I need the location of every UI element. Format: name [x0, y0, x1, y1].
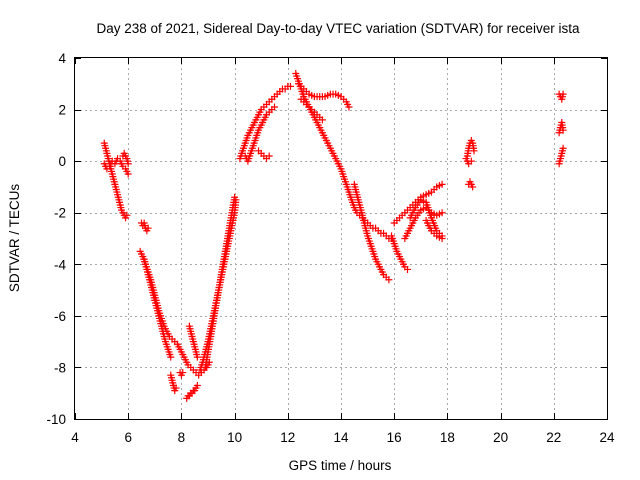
x-axis-label: GPS time / hours: [289, 458, 392, 473]
plot-frame: [74, 57, 608, 420]
data-point: [438, 180, 446, 188]
y-tick-label: -8: [54, 360, 66, 375]
satellite-track-18: [297, 95, 326, 124]
y-tick-label: -10: [46, 412, 66, 427]
x-tick-label: 4: [71, 430, 79, 445]
x-tick-label: 18: [440, 430, 455, 445]
data-point: [345, 103, 353, 111]
x-tick-label: 10: [227, 430, 242, 445]
satellite-track-26: [462, 155, 475, 168]
data-point: [286, 82, 294, 90]
satellite-track-10: [185, 322, 201, 361]
data-point: [172, 384, 180, 392]
x-tick-label: 6: [124, 430, 132, 445]
satellite-track-17: [294, 80, 353, 111]
x-tick-label: 16: [387, 430, 402, 445]
chart-title: Day 238 of 2021, Sidereal Day-to-day VTE…: [97, 21, 580, 36]
data-point: [144, 224, 152, 232]
data-point: [265, 152, 273, 160]
data-point: [179, 369, 187, 377]
data-point: [467, 157, 475, 165]
satellite-track-24: [422, 216, 446, 242]
data-point: [271, 103, 278, 111]
satellite-track-3: [119, 149, 132, 168]
y-tick-label: -4: [54, 257, 66, 272]
x-tick-label: 20: [493, 430, 508, 445]
data-point: [438, 235, 446, 242]
data-point: [469, 183, 477, 191]
satellite-track-15: [255, 147, 273, 163]
y-tick-label: -2: [54, 206, 66, 221]
satellite-track-29: [555, 118, 567, 137]
y-tick-label: 4: [58, 51, 66, 66]
satellite-track-2: [100, 155, 132, 178]
data-point: [318, 116, 326, 124]
x-tick-label: 22: [546, 430, 561, 445]
satellite-track-7: [167, 371, 180, 395]
y-tick-label: 2: [58, 103, 66, 118]
data-point: [559, 126, 567, 134]
satellite-track-9: [183, 381, 201, 402]
satellite-track-30: [555, 144, 567, 168]
satellite-track-28: [555, 90, 567, 103]
y-tick-label: -6: [54, 309, 66, 324]
data-points: [100, 69, 567, 402]
x-tick-label: 8: [178, 430, 186, 445]
satellite-track-13: [236, 82, 294, 163]
y-axis-label: SDTVAR / TECUs: [7, 184, 22, 293]
satellite-track-8: [176, 369, 187, 379]
data-point: [124, 160, 132, 168]
satellite-track-14: [241, 103, 278, 165]
x-tick-label: 12: [280, 430, 295, 445]
y-tick-label: 0: [58, 154, 66, 169]
data-point: [231, 193, 239, 201]
satellite-track-20: [388, 232, 411, 273]
data-point: [470, 147, 478, 155]
data-point: [124, 170, 132, 178]
data-point: [559, 90, 567, 98]
data-point: [123, 211, 131, 219]
data-point: [193, 381, 201, 389]
satellite-track-1: [100, 139, 131, 222]
satellite-track-4: [138, 219, 152, 235]
x-tick-label: 14: [333, 430, 349, 445]
satellite-track-27: [465, 178, 477, 191]
data-point: [385, 276, 393, 284]
satellite-track-12: [201, 193, 239, 371]
data-point: [559, 144, 567, 152]
data-point: [193, 353, 201, 361]
x-tick-label: 24: [599, 430, 615, 445]
data-point: [438, 209, 446, 217]
satellite-track-19: [350, 180, 393, 284]
data-point: [167, 353, 175, 361]
data-point: [404, 265, 411, 273]
satellite-track-6: [140, 255, 175, 361]
